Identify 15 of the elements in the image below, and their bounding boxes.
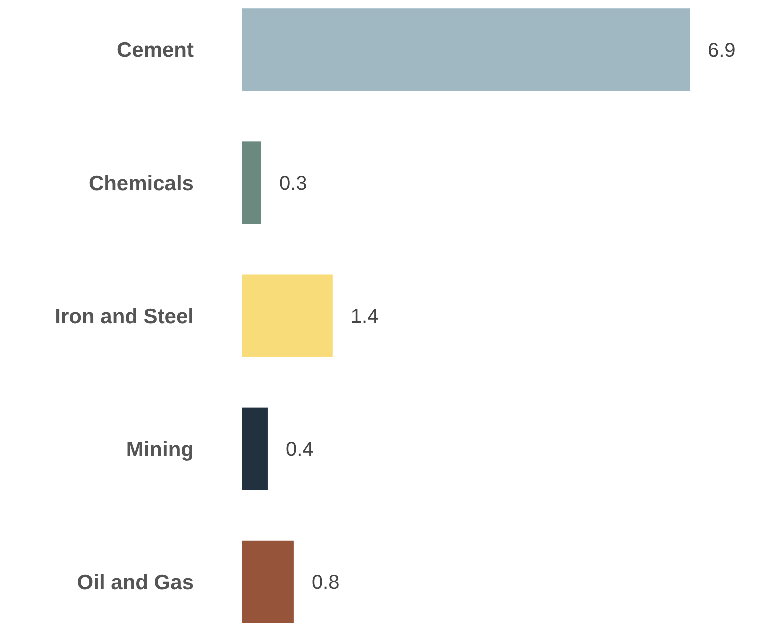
data-label: 1.4 — [350, 306, 379, 328]
data-label: 0.3 — [279, 172, 308, 195]
data-label: 0.8 — [312, 572, 340, 594]
y-tick-label: Iron and Steel — [55, 305, 194, 328]
y-tick-label: Mining — [126, 438, 194, 462]
y-tick-label: Chemicals — [88, 172, 194, 196]
y-tick-label: Oil and Gas — [77, 571, 194, 594]
bar — [242, 274, 333, 358]
bar — [242, 540, 294, 624]
data-label: 6.9 — [708, 40, 736, 62]
data-label: 0.4 — [286, 439, 314, 462]
bar — [242, 8, 690, 92]
y-tick-label: Cement — [116, 39, 194, 62]
bar — [242, 142, 262, 224]
bar — [242, 408, 268, 490]
